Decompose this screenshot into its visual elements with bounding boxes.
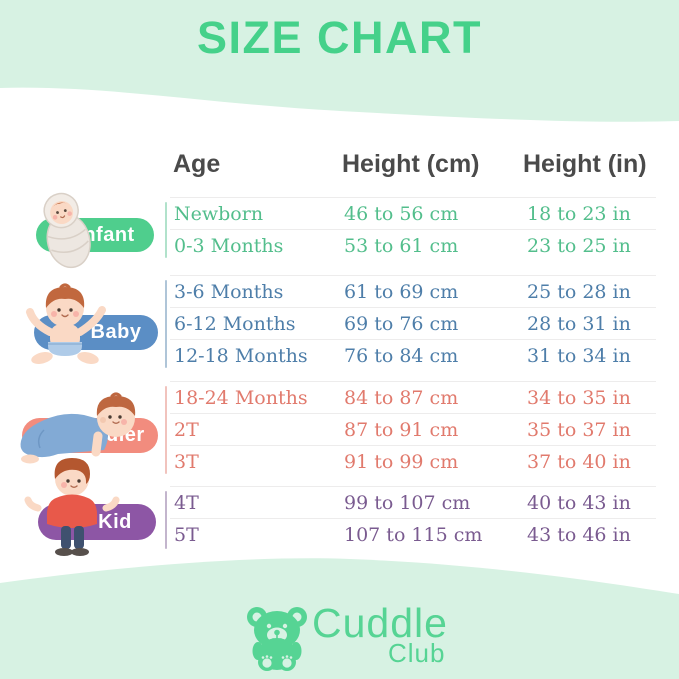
column-header-age: Age [173,150,221,178]
infant-accent-line [165,202,167,258]
age-cell: 18-24 Months [174,387,308,409]
table-header: Age Height (cm) Height (in) [0,146,679,182]
table-row: 4T 99 to 107 cm 40 to 43 in [0,486,679,519]
height-in-cell: 34 to 35 in [527,387,631,409]
table-row: 6-12 Months 69 to 76 cm 28 to 31 in [0,307,679,340]
toddler-accent-line [165,386,167,474]
brand-name-primary: Cuddle [312,600,448,646]
height-cm-cell: 76 to 84 cm [344,345,459,367]
table-row: 2T 87 to 91 cm 35 to 37 in [0,413,679,446]
column-header-height-in: Height (in) [523,150,647,178]
age-cell: 5T [174,524,199,546]
table-row: Newborn 46 to 56 cm 18 to 23 in [0,197,679,230]
infant-label: Infant [77,223,135,246]
swaddled-infant-illustration-icon [43,192,91,269]
height-in-cell: 43 to 46 in [527,524,631,546]
height-cm-cell: 69 to 76 cm [344,313,459,335]
baby-accent-line [165,280,167,368]
height-cm-cell: 91 to 99 cm [344,451,459,473]
size-group-baby: 3-6 Months 61 to 69 cm 25 to 28 in 6-12 … [0,275,679,372]
age-cell: 4T [174,492,199,514]
column-header-height-cm: Height (cm) [342,150,480,178]
teddy-bear-logo-icon [247,607,307,671]
height-cm-cell: 87 to 91 cm [344,419,459,441]
size-group-toddler: 18-24 Months 84 to 87 cm 34 to 35 in 2T … [0,381,679,478]
height-cm-cell: 46 to 56 cm [344,203,459,225]
height-in-cell: 25 to 28 in [527,281,631,303]
age-cell: 12-18 Months [174,345,308,367]
height-in-cell: 40 to 43 in [527,492,631,514]
kid-label: Kid [98,510,132,533]
age-cell: Newborn [174,203,264,225]
height-in-cell: 18 to 23 in [527,203,631,225]
kid-accent-line [165,491,167,549]
age-cell: 2T [174,419,199,441]
size-group-infant: Newborn 46 to 56 cm 18 to 23 in 0-3 Mont… [0,197,679,262]
age-cell: 0-3 Months [174,235,284,257]
height-in-cell: 28 to 31 in [527,313,631,335]
brand-footer: Cuddle Club [0,600,679,679]
height-cm-cell: 61 to 69 cm [344,281,459,303]
age-cell: 3T [174,451,199,473]
standing-kid-illustration-icon [24,458,120,556]
age-cell: 6-12 Months [174,313,296,335]
height-cm-cell: 84 to 87 cm [344,387,459,409]
height-in-cell: 31 to 34 in [527,345,631,367]
table-row: 18-24 Months 84 to 87 cm 34 to 35 in [0,381,679,414]
table-row: 3T 91 to 99 cm 37 to 40 in [0,445,679,478]
page-title: SIZE CHART [197,12,482,63]
table-row: 0-3 Months 53 to 61 cm 23 to 25 in [0,229,679,262]
height-cm-cell: 99 to 107 cm [344,492,471,514]
brand-name-secondary: Club [388,638,446,668]
table-row: 5T 107 to 115 cm 43 to 46 in [0,518,679,551]
height-cm-cell: 53 to 61 cm [344,235,459,257]
height-in-cell: 23 to 25 in [527,235,631,257]
baby-label: Baby [90,321,142,343]
sitting-baby-illustration-icon [26,283,106,364]
crawling-toddler-illustration-icon [20,392,136,464]
table-row: 3-6 Months 61 to 69 cm 25 to 28 in [0,275,679,308]
height-in-cell: 37 to 40 in [527,451,631,473]
table-row: 12-18 Months 76 to 84 cm 31 to 34 in [0,339,679,372]
size-group-kid: 4T 99 to 107 cm 40 to 43 in 5T 107 to 11… [0,486,679,551]
height-in-cell: 35 to 37 in [527,419,631,441]
height-cm-cell: 107 to 115 cm [344,524,483,546]
age-cell: 3-6 Months [174,281,284,303]
